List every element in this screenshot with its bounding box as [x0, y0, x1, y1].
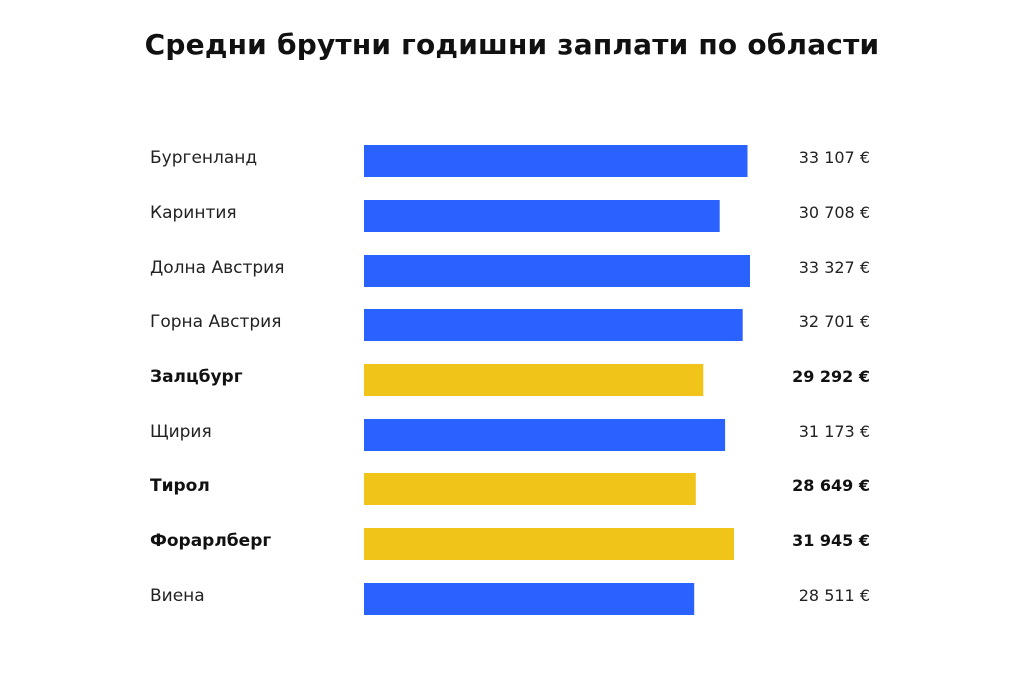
- category-label: Виена: [150, 586, 205, 606]
- category-label: Тирол: [150, 476, 210, 496]
- bars: [364, 145, 750, 615]
- category-label: Долна Австрия: [150, 258, 284, 278]
- category-label: Бургенланд: [150, 148, 257, 168]
- bar: [364, 419, 726, 451]
- value-label: 33 107 €: [799, 148, 870, 167]
- value-label: 28 511 €: [799, 586, 870, 605]
- category-label: Каринтия: [150, 203, 237, 223]
- value-label: 31 173 €: [799, 422, 870, 441]
- bar: [364, 473, 696, 505]
- value-label: 31 945 €: [792, 531, 870, 550]
- bar: [364, 255, 750, 287]
- chart-title: Средни брутни годишни заплати по области: [144, 28, 880, 61]
- bar: [364, 528, 734, 560]
- bar: [364, 309, 743, 341]
- value-label: 33 327 €: [799, 258, 870, 277]
- value-labels: 33 107 € 30 708 € 33 327 € 32 701 € 29 292 €…: [792, 148, 870, 605]
- bar: [364, 145, 748, 177]
- bar: [364, 200, 720, 232]
- value-label: 29 292 €: [792, 367, 870, 386]
- bar: [364, 583, 695, 615]
- category-label: Форарлберг: [150, 531, 271, 551]
- category-label: Горна Австрия: [150, 312, 281, 332]
- category-labels: Бургенланд Каринтия Долна Австрия Горна Авс…: [150, 148, 284, 606]
- value-label: 32 701 €: [799, 312, 870, 331]
- category-label: Щирия: [150, 422, 212, 442]
- category-label: Залцбург: [150, 367, 243, 387]
- value-label: 30 708 €: [799, 203, 870, 222]
- value-label: 28 649 €: [792, 476, 870, 495]
- bar: [364, 364, 704, 396]
